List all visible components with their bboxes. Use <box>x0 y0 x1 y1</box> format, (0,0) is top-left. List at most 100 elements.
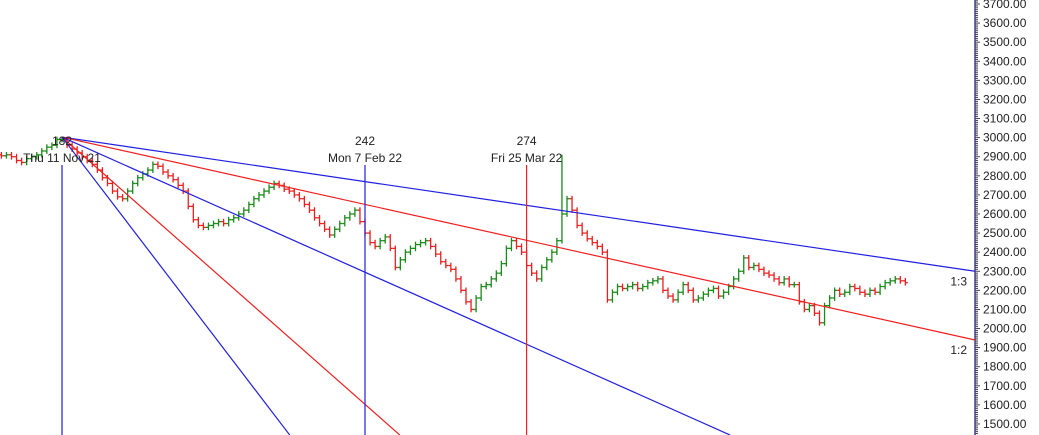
ohlc-bar <box>630 281 636 290</box>
y-tick-label: 2200.00 <box>983 283 1027 297</box>
ohlc-bar <box>615 283 620 296</box>
ohlc-bar <box>407 245 413 256</box>
ohlc-bar <box>49 142 55 151</box>
ohlc-bar <box>29 153 35 162</box>
ohlc-bar <box>221 218 227 227</box>
ohlc-bar <box>155 161 161 170</box>
ohlc-bar <box>39 148 45 158</box>
ohlc-bar <box>660 276 666 294</box>
ohlc-bar <box>387 234 393 252</box>
ohlc-bar <box>115 188 121 200</box>
y-tick-label: 3500.00 <box>983 35 1027 49</box>
ohlc-bar <box>811 302 817 317</box>
ohlc-bar <box>231 214 237 223</box>
marker-bar-count: 182 <box>52 134 72 148</box>
ohlc-bar <box>453 266 459 282</box>
y-tick-label: 2100.00 <box>983 302 1027 316</box>
ohlc-bar <box>690 287 696 303</box>
ohlc-bar <box>205 222 211 231</box>
ohlc-bar <box>352 207 358 217</box>
ohlc-bar <box>872 287 878 296</box>
ohlc-bar <box>322 220 328 233</box>
ohlc-bar <box>544 256 550 271</box>
ohlc-bar <box>463 287 469 305</box>
ohlc-bar <box>34 151 40 160</box>
ohlc-bar <box>589 235 595 246</box>
ohlc-bar <box>372 239 378 250</box>
ohlc-bar <box>791 281 797 288</box>
ohlc-bar <box>423 237 429 246</box>
y-tick-label: 3100.00 <box>983 112 1027 126</box>
ohlc-bar <box>367 230 373 246</box>
marker-date: Fri 25 Mar 22 <box>491 151 563 165</box>
ohlc-bar <box>357 207 363 225</box>
ohlc-bar <box>256 192 262 202</box>
ohlc-bar <box>382 234 388 244</box>
ohlc-bar <box>867 287 873 298</box>
marker-bar-count: 274 <box>517 134 537 148</box>
ohlc-bar <box>892 276 898 284</box>
ohlc-bar <box>443 258 449 269</box>
ohlc-bar <box>312 207 317 221</box>
gann-fan-line <box>61 136 976 272</box>
y-tick-label: 3400.00 <box>983 54 1027 68</box>
ohlc-bar <box>402 249 408 263</box>
ohlc-bar <box>165 169 171 179</box>
ohlc-bar <box>281 182 287 193</box>
ohlc-bar <box>650 277 656 286</box>
ohlc-bar <box>327 226 333 238</box>
ohlc-bar <box>3 151 9 159</box>
ohlc-bar <box>377 237 383 250</box>
ohlc-bar <box>458 276 464 294</box>
ohlc-bar <box>271 180 277 191</box>
ohlc-bar <box>852 283 858 292</box>
ohlc-bar <box>695 295 701 303</box>
y-tick-label: 3700.00 <box>983 0 1027 11</box>
gann-ratio-label: 1:3 <box>950 274 967 288</box>
ohlc-bar <box>508 237 514 252</box>
ohlc-bar <box>468 298 474 313</box>
ohlc-bar <box>665 287 671 299</box>
ohlc-bar <box>135 174 141 187</box>
ohlc-bar <box>620 283 626 292</box>
ohlc-bar <box>599 243 605 256</box>
ohlc-bar <box>731 276 737 290</box>
ohlc-bar <box>761 266 767 277</box>
ohlc-bar <box>195 216 201 229</box>
ohlc-bar <box>0 151 4 159</box>
y-tick-label: 3200.00 <box>983 92 1027 106</box>
ohlc-bar <box>806 302 812 313</box>
ohlc-bar <box>342 214 348 227</box>
gann-fan-line <box>61 136 291 435</box>
ohlc-bar <box>483 281 489 290</box>
ohlc-bar <box>529 262 535 277</box>
ohlc-bar <box>887 277 893 286</box>
ohlc-bar <box>261 188 267 198</box>
y-tick-label: 1600.00 <box>983 398 1027 412</box>
ohlc-bar <box>837 287 843 298</box>
ohlc-bar <box>347 211 353 221</box>
ohlc-bar <box>433 243 439 257</box>
ohlc-bar <box>337 220 343 233</box>
ohlc-bar <box>584 230 590 242</box>
ohlc-bar <box>680 281 686 296</box>
ohlc-bar <box>877 283 883 296</box>
ohlc-bar <box>801 298 807 313</box>
ohlc-bar <box>564 195 570 217</box>
ohlc-bar <box>503 245 509 267</box>
ohlc-bar <box>862 289 868 298</box>
ohlc-bar <box>771 272 777 282</box>
ohlc-bar <box>392 245 398 271</box>
ohlc-bar <box>549 249 555 263</box>
ohlc-bar <box>175 176 181 189</box>
ohlc-bar <box>594 239 600 250</box>
y-tick-label: 1700.00 <box>983 379 1027 393</box>
y-tick-label: 1800.00 <box>983 360 1027 374</box>
ohlc-bar <box>741 255 747 275</box>
ohlc-bar <box>291 188 297 198</box>
ohlc-bar <box>251 195 257 208</box>
ohlc-bar <box>190 203 196 223</box>
ohlc-bar <box>842 289 848 298</box>
